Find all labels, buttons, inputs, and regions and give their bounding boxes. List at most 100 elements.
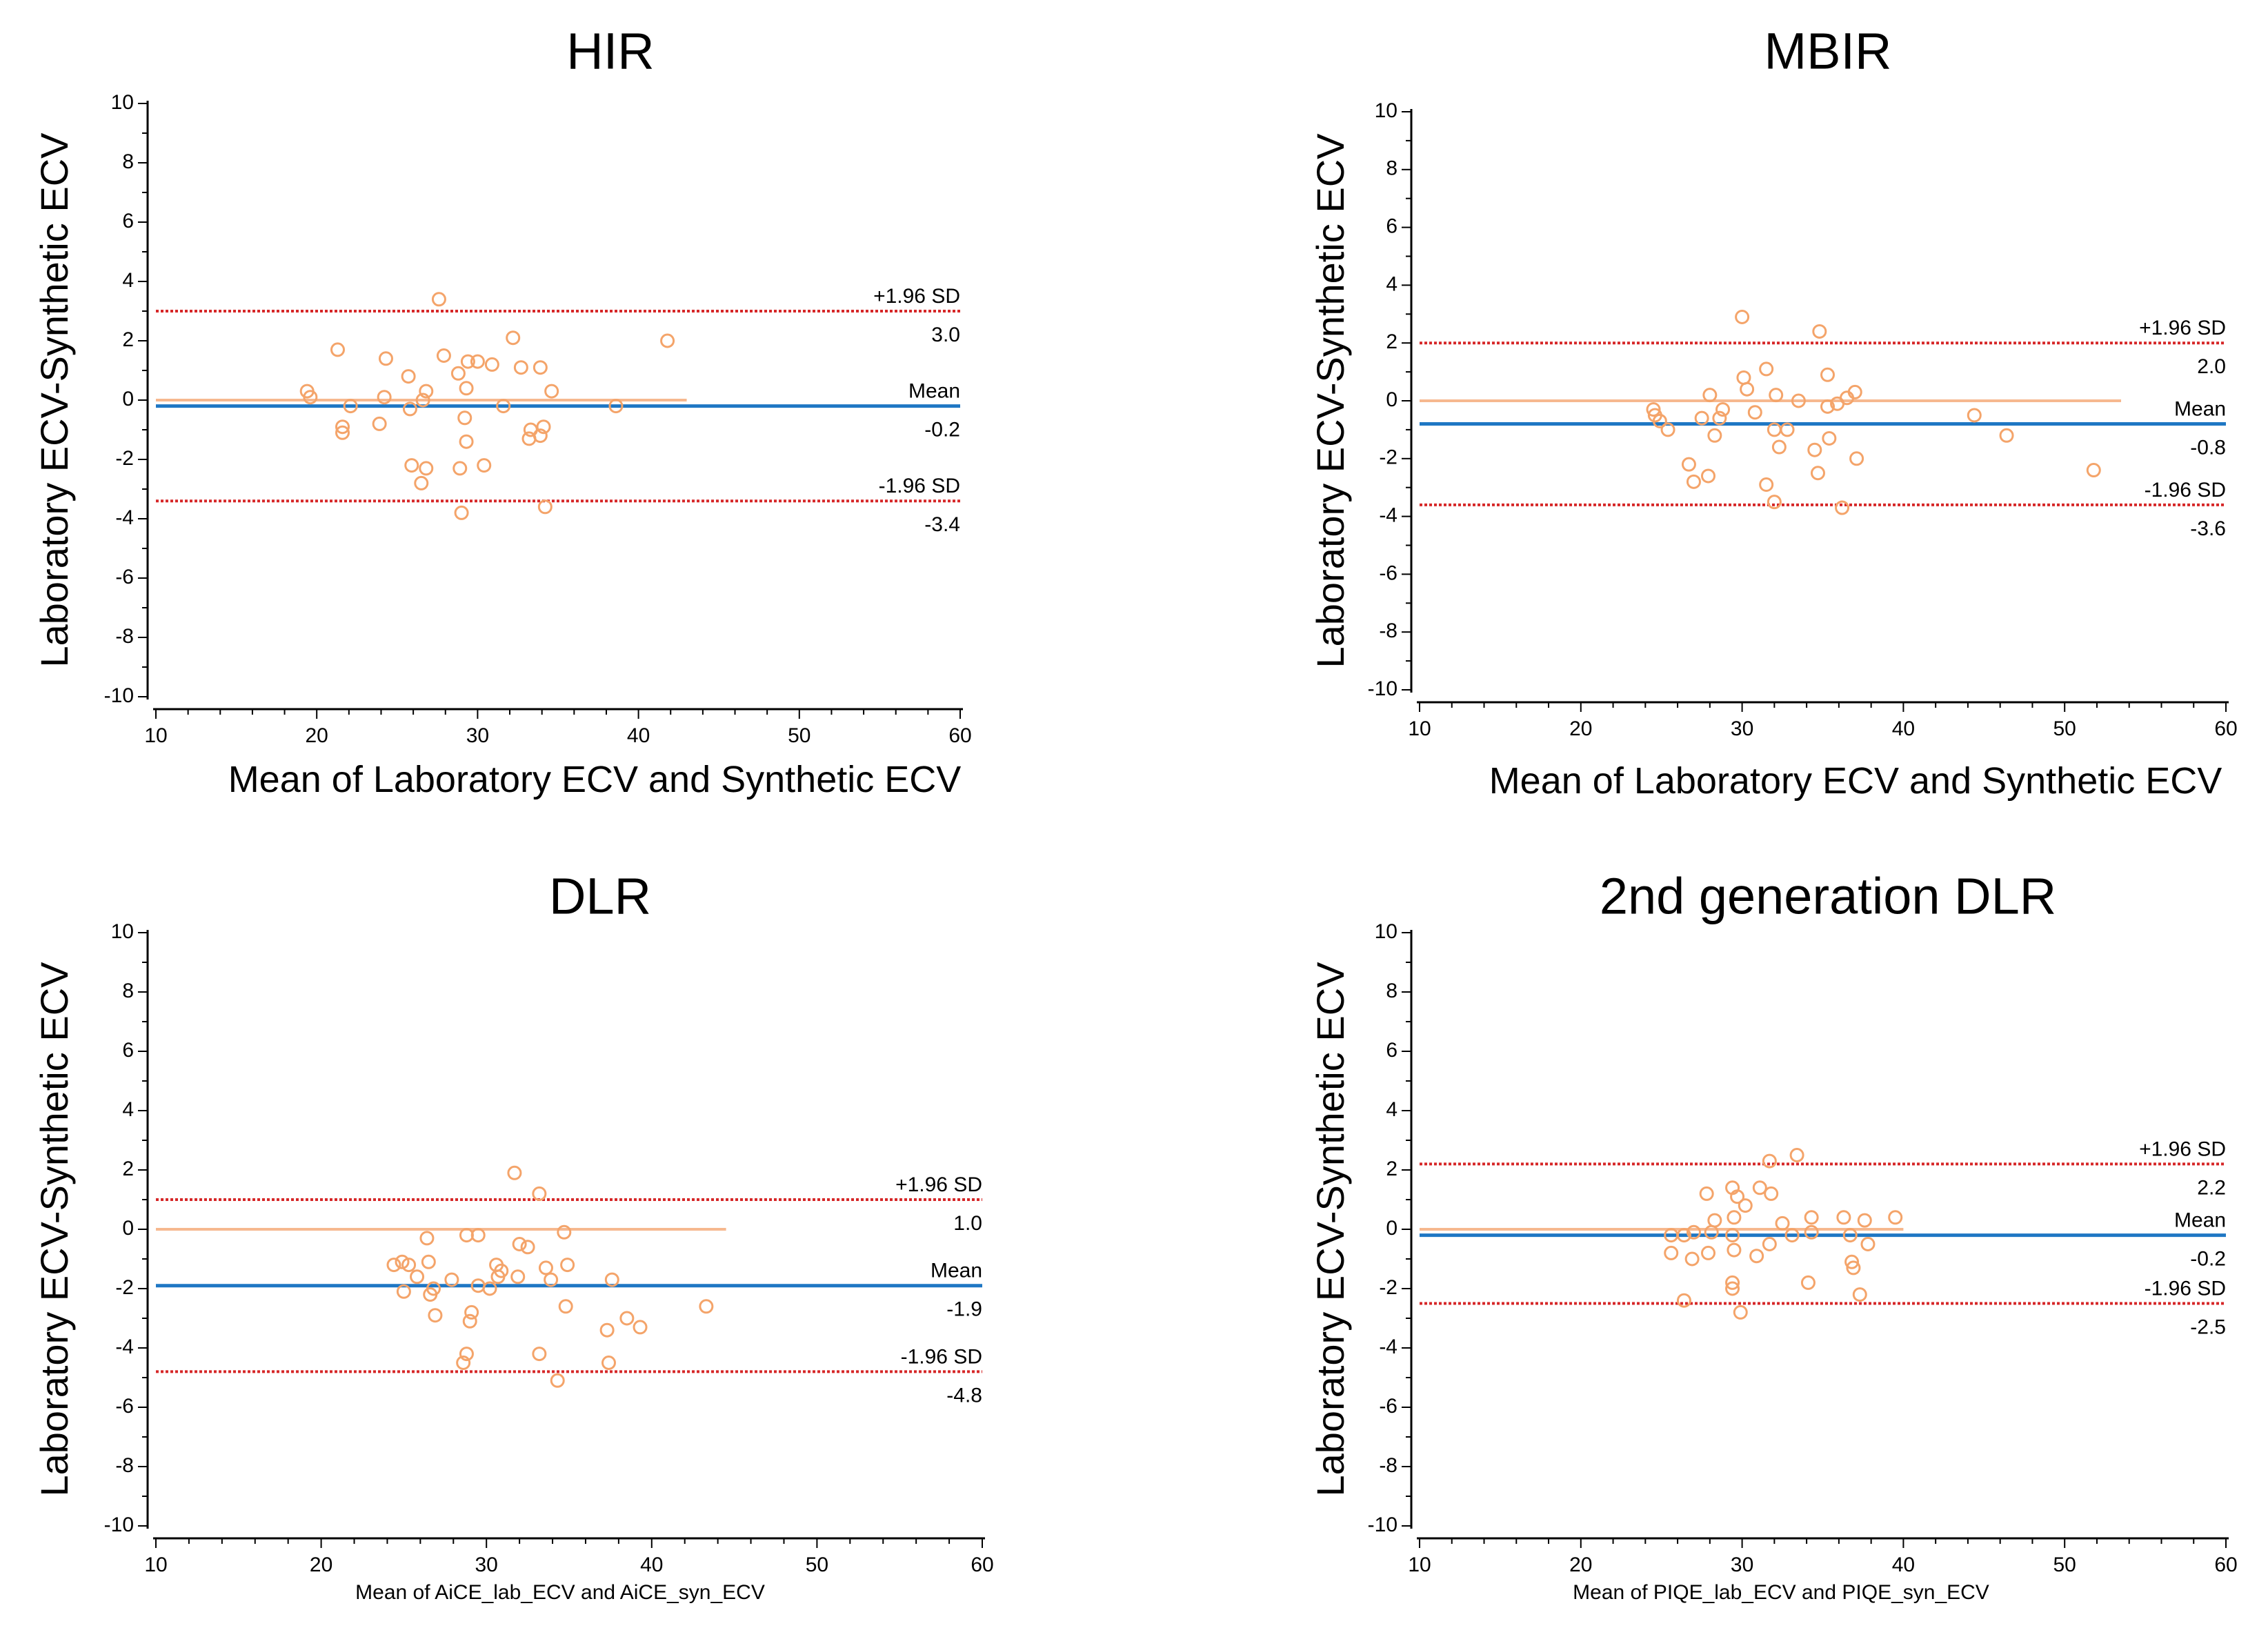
x-tick-label: 60 — [2214, 1553, 2237, 1576]
mean-label: Mean — [908, 380, 960, 403]
data-point — [507, 1165, 522, 1180]
y-tick-label: 0 — [122, 388, 134, 410]
data-point — [1725, 1281, 1740, 1296]
data-point — [1704, 1224, 1719, 1240]
data-point — [1789, 1148, 1804, 1162]
x-tick-label: 50 — [806, 1553, 828, 1576]
data-point — [482, 1281, 497, 1296]
data-point — [604, 1272, 619, 1287]
data-point — [1712, 410, 1727, 426]
data-point — [303, 390, 318, 405]
panel-1: HIR -10 -8 -6 -4 -2 0 2 4 6 8 10 10 20 30 40 50 60 Mean of… — [32, 23, 972, 800]
lower-loa-label: -1.96 SD — [2145, 1278, 2226, 1300]
mean-value: -0.2 — [924, 419, 960, 441]
data-point — [1725, 1275, 1740, 1290]
y-tick-label: -10 — [104, 684, 134, 707]
data-point — [414, 475, 429, 490]
data-point — [459, 1347, 474, 1362]
chart-title: HIR — [566, 23, 654, 80]
y-tick-label: 8 — [1386, 980, 1397, 1002]
data-point — [1752, 1180, 1767, 1195]
x-tick-label: 50 — [2053, 1553, 2076, 1576]
y-tick-label: 10 — [111, 920, 134, 943]
y-tick-label: 2 — [122, 328, 134, 351]
x-tick-label: 50 — [2053, 717, 2076, 740]
data-point — [378, 351, 393, 366]
data-point — [456, 1356, 471, 1370]
data-point — [452, 461, 468, 476]
data-point — [419, 1231, 435, 1246]
data-point — [444, 1272, 459, 1287]
y-tick-label: -4 — [115, 1336, 134, 1358]
data-point — [1820, 399, 1836, 414]
data-point — [436, 348, 451, 363]
data-point — [558, 1299, 573, 1314]
data-point — [470, 354, 485, 369]
y-tick-label: 4 — [1386, 1098, 1397, 1121]
lower-loa-label: -1.96 SD — [2145, 479, 2226, 502]
data-point — [1702, 388, 1718, 403]
data-point — [1849, 451, 1864, 466]
data-point — [544, 1272, 559, 1287]
y-tick-label: -8 — [1379, 1454, 1397, 1477]
y-tick-label: 8 — [122, 980, 134, 1002]
upper-loa-value: 3.0 — [931, 324, 960, 346]
upper-loa-value: 1.0 — [953, 1212, 982, 1235]
data-point — [404, 458, 419, 473]
data-point — [462, 1313, 477, 1329]
data-point — [1830, 396, 1845, 411]
x-tick-label: 40 — [1892, 717, 1915, 740]
data-point — [1769, 388, 1784, 403]
y-tick-label: 4 — [122, 269, 134, 292]
data-point — [421, 1254, 436, 1269]
x-axis-title: Mean of Laboratory ECV and Synthetic ECV — [1489, 760, 2222, 802]
data-point — [457, 410, 472, 426]
x-tick-label: 10 — [144, 724, 167, 747]
data-point — [419, 384, 434, 399]
data-point — [1800, 1275, 1816, 1290]
data-point — [520, 1240, 535, 1255]
y-tick-label: -4 — [1379, 504, 1397, 527]
data-point — [1836, 1210, 1851, 1225]
upper-loa-label: +1.96 SD — [2139, 1138, 2226, 1160]
data-point — [1846, 1260, 1861, 1275]
data-point — [335, 419, 350, 435]
data-point — [510, 1269, 526, 1284]
data-point — [1686, 1224, 1701, 1240]
data-point — [2086, 463, 2101, 478]
lower-loa-value: -3.4 — [924, 513, 960, 536]
data-point — [633, 1320, 648, 1335]
data-point — [1701, 1245, 1716, 1260]
mean-value: -0.8 — [2190, 437, 2226, 459]
data-point — [459, 434, 474, 449]
data-point — [431, 292, 446, 307]
y-axis-title: Laboratory ECV-Synthetic ECV — [1309, 133, 1352, 668]
data-point — [1707, 428, 1722, 443]
data-point — [506, 330, 521, 346]
y-tick-label: 0 — [1386, 388, 1397, 411]
data-point — [1735, 309, 1750, 324]
lower-loa-value: -3.6 — [2190, 517, 2226, 540]
mean-label: Mean — [931, 1260, 982, 1282]
data-point — [1759, 477, 1774, 493]
data-point — [601, 1356, 617, 1370]
data-point — [1740, 381, 1755, 397]
data-point — [484, 357, 499, 372]
upper-loa-label: +1.96 SD — [895, 1173, 982, 1196]
y-tick-label: -6 — [115, 1395, 134, 1418]
upper-loa-label: +1.96 SD — [873, 285, 960, 308]
data-point — [1967, 408, 1982, 423]
data-point — [532, 1347, 547, 1362]
chart-title: DLR — [549, 868, 651, 925]
data-point — [1767, 495, 1782, 510]
y-tick-label: 0 — [1386, 1217, 1397, 1240]
data-point — [1681, 457, 1696, 472]
data-point — [1686, 474, 1701, 489]
x-tick-label: 50 — [788, 724, 810, 747]
data-point — [608, 399, 624, 414]
data-point — [1699, 1186, 1714, 1201]
data-point — [1684, 1251, 1700, 1267]
data-point — [1646, 402, 1661, 417]
data-point — [401, 369, 416, 384]
data-point — [428, 1308, 443, 1323]
